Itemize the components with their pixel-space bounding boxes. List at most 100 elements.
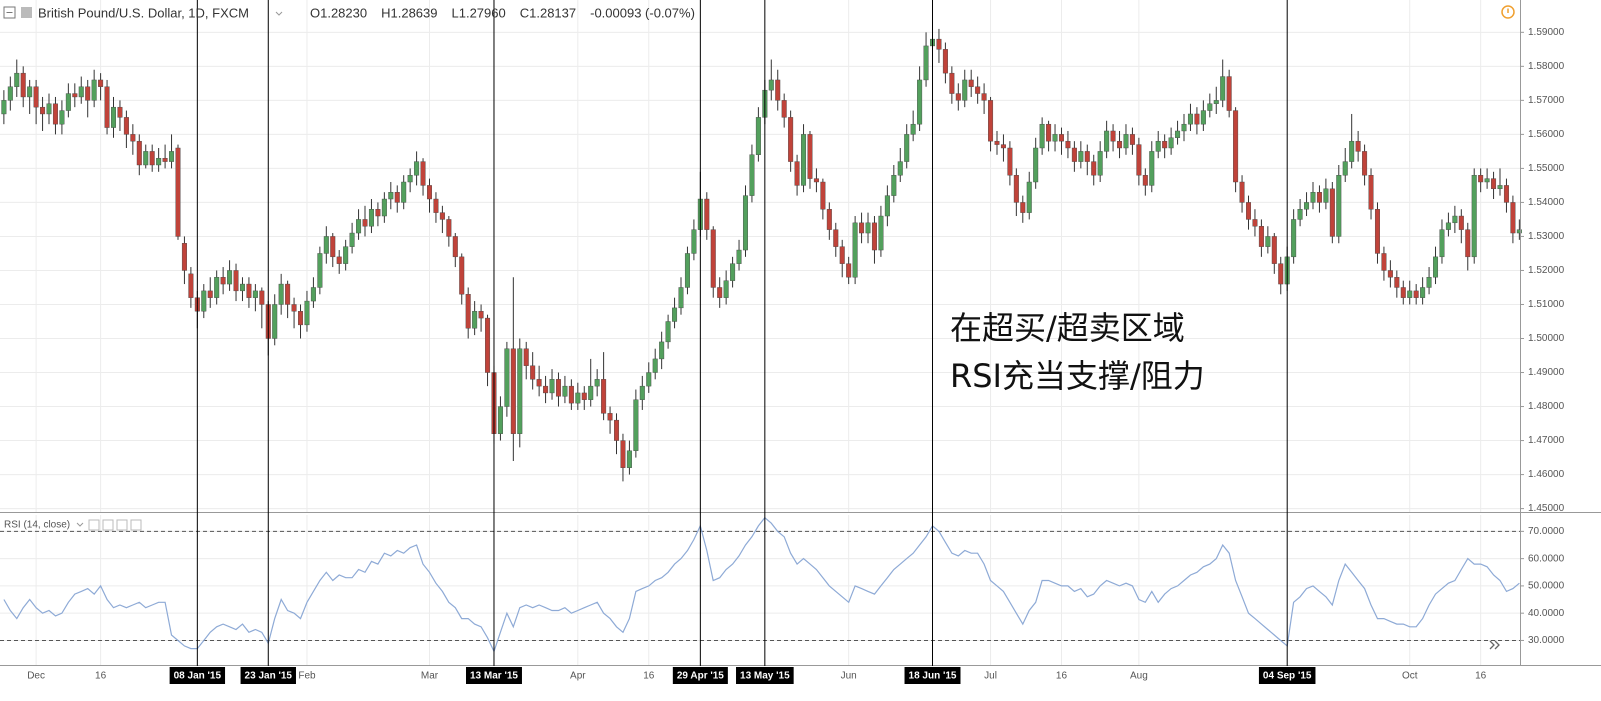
candle-body xyxy=(52,103,58,125)
candle-body xyxy=(704,198,710,230)
candle-body xyxy=(904,134,910,162)
annotation: RSI充当支撑/阻力 xyxy=(950,357,1205,395)
rsi-settings-button[interactable] xyxy=(102,519,114,531)
candle-body xyxy=(1071,147,1077,162)
candle-body xyxy=(865,222,871,234)
candle-body xyxy=(368,209,374,227)
candle-body xyxy=(1246,202,1252,220)
x-tick-label: 16 xyxy=(1056,671,1068,682)
candle-body xyxy=(1039,123,1045,149)
candle-body xyxy=(439,212,445,220)
candle-body xyxy=(820,181,826,210)
candle-body xyxy=(1233,110,1239,183)
candle-body xyxy=(420,161,426,186)
candle-body xyxy=(1278,263,1284,285)
chart-title: British Pound/U.S. Dollar, 1D, FXCM xyxy=(38,5,249,20)
candle-body xyxy=(1084,151,1090,162)
candle-body xyxy=(807,134,813,179)
candle-body xyxy=(1058,134,1064,142)
candle-body xyxy=(981,93,987,101)
candle-body xyxy=(1117,140,1123,149)
candle-body xyxy=(181,243,187,271)
marker-label-box xyxy=(672,667,728,684)
collapse-icon[interactable] xyxy=(3,6,16,19)
candle-body xyxy=(1503,185,1509,203)
candle-body xyxy=(1336,175,1342,237)
candle-body xyxy=(207,290,213,298)
candle-body xyxy=(775,79,781,101)
candle-body xyxy=(859,222,865,234)
candle-body xyxy=(510,348,516,434)
candle-body xyxy=(1162,140,1168,149)
candle-body xyxy=(555,379,561,397)
candle-body xyxy=(1329,188,1335,237)
ohlc-value: H1.28639 xyxy=(381,5,437,20)
candle-body xyxy=(452,236,458,258)
scroll-right-button[interactable] xyxy=(1489,640,1500,650)
x-tick-label: Aug xyxy=(1130,671,1148,682)
candle-body xyxy=(826,209,832,230)
candle-body xyxy=(833,229,839,247)
candle-body xyxy=(917,79,923,125)
candle-body xyxy=(517,348,523,434)
y-tick-label: 70.0000 xyxy=(1528,526,1565,537)
candle-body xyxy=(949,72,955,94)
candle-body xyxy=(117,106,123,118)
candle-body xyxy=(259,290,265,305)
candle-body xyxy=(1239,181,1245,203)
candle-body xyxy=(143,151,149,166)
candle-body xyxy=(27,86,33,98)
candle-body xyxy=(98,79,104,87)
candle-body xyxy=(246,283,252,298)
x-tick-label: Jul xyxy=(984,671,997,682)
candle-body xyxy=(201,290,207,312)
y-tick-label: 1.59000 xyxy=(1528,27,1565,38)
candle-body xyxy=(620,440,626,468)
candle-body xyxy=(665,321,671,343)
candle-body xyxy=(1400,287,1406,298)
candle-body xyxy=(1484,178,1490,183)
x-tick-label: Dec xyxy=(27,671,45,682)
candle-body xyxy=(1007,147,1013,176)
candle-body xyxy=(852,222,858,278)
candle-body xyxy=(472,311,478,329)
candle-body xyxy=(1265,236,1271,247)
rsi-close-button[interactable] xyxy=(130,519,142,531)
rsi-line xyxy=(3,516,1520,654)
candle-body xyxy=(78,86,84,98)
warning-icon[interactable] xyxy=(1501,5,1515,19)
x-tick-label: Mar xyxy=(421,671,439,682)
rsi-add-button[interactable] xyxy=(116,519,128,531)
marker-label: 13 May '15 xyxy=(740,671,790,682)
y-tick-label: 1.46000 xyxy=(1528,469,1565,480)
candle-body xyxy=(891,175,897,196)
candle-body xyxy=(1497,185,1503,190)
candle-body xyxy=(188,273,194,298)
ohlc-value: O1.28230 xyxy=(310,5,367,20)
candle-body xyxy=(162,157,168,162)
y-tick-label: 1.54000 xyxy=(1528,197,1565,208)
candle-body xyxy=(356,219,362,234)
candle-body xyxy=(394,192,400,203)
candle-body xyxy=(1220,76,1226,101)
rsi-hide-button[interactable] xyxy=(88,519,100,531)
candle-body xyxy=(40,106,46,115)
candle-body xyxy=(72,93,78,98)
y-tick-label: 1.57000 xyxy=(1528,95,1565,106)
marker-label: 04 Sep '15 xyxy=(1263,671,1312,682)
marker-label-box xyxy=(1258,667,1316,684)
candle-body xyxy=(1439,229,1445,258)
rsi-dropdown[interactable] xyxy=(76,522,84,527)
symbol-icon[interactable] xyxy=(21,7,32,18)
candle-body xyxy=(33,86,39,108)
candle-body xyxy=(220,277,226,285)
candle-body xyxy=(1226,76,1232,111)
candle-body xyxy=(1458,215,1464,230)
candle-body xyxy=(1181,123,1187,132)
candle-body xyxy=(1349,140,1355,162)
dropdown-arrow[interactable] xyxy=(275,11,283,16)
candle-body xyxy=(1142,175,1148,186)
candle-body xyxy=(1510,202,1516,234)
candle-body xyxy=(878,215,884,251)
